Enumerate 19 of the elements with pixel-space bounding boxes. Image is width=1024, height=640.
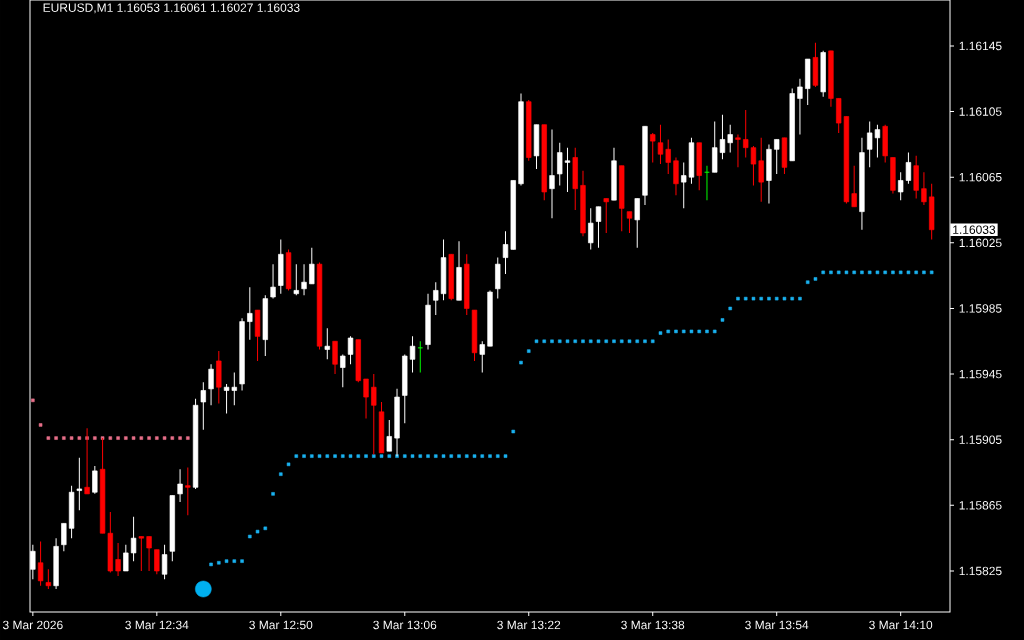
- text: 1.16033: [953, 225, 996, 234]
- x-tick-label: 3 Mar 13:54: [745, 620, 809, 630]
- x-tick-label: 3 Mar 13:22: [497, 620, 561, 630]
- x-tick-label: 3 Mar 12:34: [125, 620, 189, 630]
- x-tick-label: 3 Mar 2026: [2, 620, 63, 630]
- y-tick-label: 1.16025: [959, 238, 1002, 248]
- x-tick-label: 3 Mar 12:50: [249, 620, 313, 630]
- chart-title: EURUSD,M1 1.16053 1.16061 1.16027 1.16033: [43, 3, 300, 14]
- y-tick-label: 1.15945: [959, 369, 1002, 379]
- x-tick-label: 3 Mar 13:38: [621, 620, 685, 630]
- y-tick-label: 1.16065: [959, 172, 1002, 182]
- y-tick-label: 1.16145: [959, 41, 1002, 51]
- y-tick-label: 1.15985: [959, 304, 1002, 313]
- x-tick-label: 3 Mar 13:06: [373, 620, 437, 630]
- y-tick-label: 1.15825: [959, 566, 1002, 576]
- y-tick-label: 1.15865: [959, 501, 1002, 510]
- x-tick-label: 3 Mar 14:10: [869, 620, 933, 630]
- y-tick-label: 1.15905: [959, 435, 1002, 444]
- y-tick-label: 1.16105: [959, 107, 1002, 116]
